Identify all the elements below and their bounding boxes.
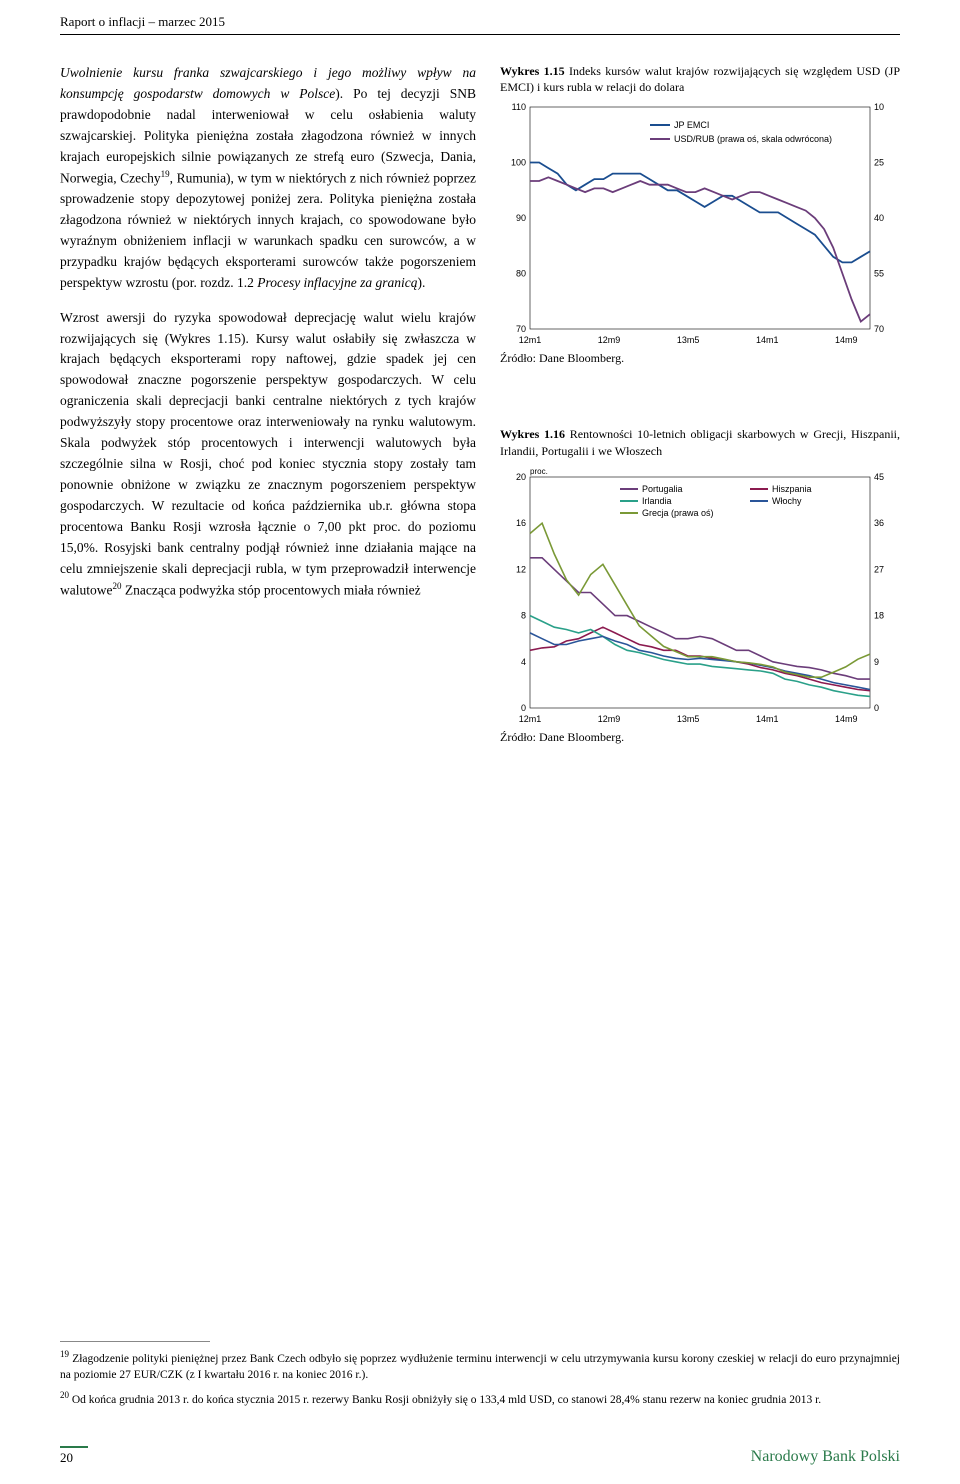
svg-text:proc.: proc.	[530, 467, 548, 476]
body-text-column: Uwolnienie kursu franka szwajcarskiego i…	[60, 63, 476, 787]
svg-text:27: 27	[874, 564, 884, 574]
chart-1-title-bold: Wykres 1.15	[500, 64, 565, 78]
svg-text:Portugalia: Portugalia	[642, 484, 683, 494]
footnote-20-text: Od końca grudnia 2013 r. do końca styczn…	[69, 1394, 821, 1406]
svg-text:55: 55	[874, 269, 884, 279]
footnote-19-text: Złagodzenie polityki pieniężnej przez Ba…	[60, 1353, 900, 1381]
chart-1-svg: 110100908070102540557012m112m913m514m114…	[500, 99, 900, 349]
main-content: Uwolnienie kursu franka szwajcarskiego i…	[60, 63, 900, 787]
svg-text:45: 45	[874, 472, 884, 482]
svg-text:0: 0	[874, 703, 879, 713]
svg-text:Włochy: Włochy	[772, 496, 802, 506]
footnote-19: 19 Złagodzenie polityki pieniężnej przez…	[60, 1348, 900, 1383]
svg-text:25: 25	[874, 158, 884, 168]
footnote-20: 20 Od końca grudnia 2013 r. do końca sty…	[60, 1389, 900, 1408]
chart-2-title-bold: Wykres 1.16	[500, 427, 565, 441]
footnote-19-num: 19	[60, 1349, 69, 1359]
svg-text:10: 10	[874, 102, 884, 112]
chart-1-source: Źródło: Dane Bloomberg.	[500, 351, 900, 366]
svg-text:80: 80	[516, 269, 526, 279]
svg-text:Grecja (prawa oś): Grecja (prawa oś)	[642, 508, 714, 518]
svg-text:70: 70	[516, 324, 526, 334]
footnote-rule	[60, 1341, 210, 1342]
svg-text:110: 110	[512, 102, 526, 112]
para1-end: ).	[418, 275, 426, 290]
para2-text-a: Wzrost awersji do ryzyka spowodował depr…	[60, 310, 476, 597]
page-footer: 20 Narodowy Bank Polski	[60, 1446, 900, 1466]
page-header: Raport o inflacji – marzec 2015	[60, 0, 900, 35]
chart-1-block: Wykres 1.15 Indeks kursów walut krajów r…	[500, 63, 900, 366]
chart-2-title: Wykres 1.16 Rentowności 10-letnich oblig…	[500, 426, 900, 458]
svg-text:14m9: 14m9	[835, 335, 858, 345]
publisher-name: Narodowy Bank Polski	[751, 1448, 900, 1466]
svg-text:Irlandia: Irlandia	[642, 496, 672, 506]
svg-text:12m1: 12m1	[519, 714, 542, 724]
svg-text:8: 8	[521, 610, 526, 620]
svg-text:90: 90	[516, 213, 526, 223]
paragraph-2: Wzrost awersji do ryzyka spowodował depr…	[60, 308, 476, 601]
para1-italic-end: Procesy inflacyjne za granicą	[257, 275, 417, 290]
chart-2-block: Wykres 1.16 Rentowności 10-letnich oblig…	[500, 426, 900, 744]
svg-text:20: 20	[516, 472, 526, 482]
svg-text:9: 9	[874, 657, 879, 667]
svg-text:40: 40	[874, 213, 884, 223]
svg-text:12m1: 12m1	[519, 335, 542, 345]
svg-text:13m5: 13m5	[677, 335, 700, 345]
svg-text:70: 70	[874, 324, 884, 334]
svg-text:0: 0	[521, 703, 526, 713]
svg-text:18: 18	[874, 610, 884, 620]
svg-text:14m1: 14m1	[756, 714, 779, 724]
charts-column: Wykres 1.15 Indeks kursów walut krajów r…	[500, 63, 900, 787]
paragraph-1: Uwolnienie kursu franka szwajcarskiego i…	[60, 63, 476, 294]
svg-text:12m9: 12m9	[598, 714, 621, 724]
footnote-20-num: 20	[60, 1390, 69, 1400]
footnote-ref-19: 19	[161, 169, 170, 179]
svg-text:16: 16	[516, 518, 526, 528]
svg-text:12m9: 12m9	[598, 335, 621, 345]
svg-text:100: 100	[511, 158, 526, 168]
para1-text-b: , Rumunia), w tym w niektórych z nich ró…	[60, 170, 476, 290]
svg-text:12: 12	[516, 564, 526, 574]
svg-text:JP EMCI: JP EMCI	[674, 120, 709, 130]
svg-text:USD/RUB (prawa oś, skala odwró: USD/RUB (prawa oś, skala odwrócona)	[674, 134, 832, 144]
chart-2-source: Źródło: Dane Bloomberg.	[500, 730, 900, 745]
svg-text:36: 36	[874, 518, 884, 528]
svg-text:14m9: 14m9	[835, 714, 858, 724]
footnotes: 19 Złagodzenie polityki pieniężnej przez…	[60, 1341, 900, 1414]
svg-text:4: 4	[521, 657, 526, 667]
chart-1-title: Wykres 1.15 Indeks kursów walut krajów r…	[500, 63, 900, 95]
page-number: 20	[60, 1446, 88, 1466]
chart-2-svg: proc.201612840453627189012m112m913m514m1…	[500, 463, 900, 728]
svg-text:14m1: 14m1	[756, 335, 779, 345]
svg-text:Hiszpania: Hiszpania	[772, 484, 812, 494]
para2-text-b: Znacząca podwyżka stóp procentowych miał…	[121, 582, 420, 597]
svg-text:13m5: 13m5	[677, 714, 700, 724]
